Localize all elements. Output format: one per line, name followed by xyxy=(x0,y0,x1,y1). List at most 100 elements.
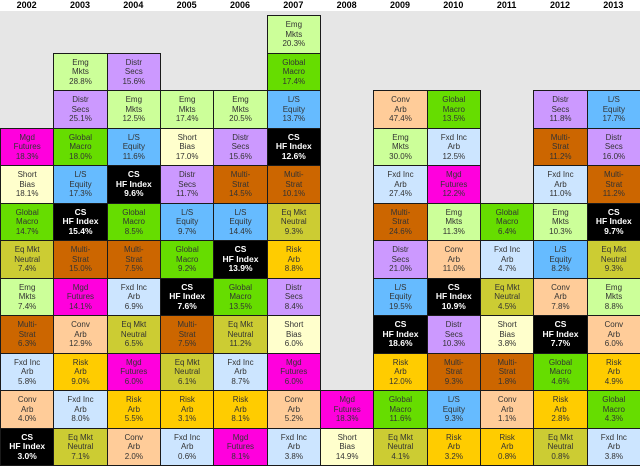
strategy-label: Risk xyxy=(233,395,249,405)
strategy-label: Eq Mkt xyxy=(601,245,626,255)
strategy-label: Secs xyxy=(232,142,250,152)
strategy-label: Arb xyxy=(74,405,86,415)
return-value: 25.1% xyxy=(69,114,92,124)
strategy-label: Global xyxy=(549,358,572,368)
strategy-label: Strat xyxy=(392,217,409,227)
strategy-label: Risk xyxy=(553,395,569,405)
return-value: 15.6% xyxy=(229,152,252,162)
return-value: 20.3% xyxy=(282,39,305,49)
strategy-label: Distr xyxy=(126,58,142,68)
strategy-label: Mgd xyxy=(19,133,35,143)
strategy-label: Eq Mkt xyxy=(495,283,520,293)
return-value: 9.3% xyxy=(285,227,303,237)
strategy-label: Emg xyxy=(606,283,622,293)
strategy-label: Arb xyxy=(608,442,620,452)
strategy-label: Conv xyxy=(498,395,517,405)
strategy-label: Conv xyxy=(284,395,303,405)
return-value: 7.5% xyxy=(178,339,196,349)
return-value: 6.9% xyxy=(125,302,143,312)
strategy-label: Futures xyxy=(334,405,361,415)
return-value: 10.3% xyxy=(442,339,465,349)
strategy-label: Secs xyxy=(285,292,303,302)
strategy-label: Eq Mkt xyxy=(68,433,93,443)
return-value: 14.4% xyxy=(229,227,252,237)
strategy-label: Conv xyxy=(604,320,623,330)
strategy-label: Secs xyxy=(72,105,90,115)
return-value: 3.8% xyxy=(285,452,303,462)
return-value: 4.6% xyxy=(551,377,569,387)
return-value: 6.0% xyxy=(285,339,303,349)
strategy-label: Distr xyxy=(179,170,195,180)
strategy-label: Strat xyxy=(179,330,196,340)
return-value: 10.1% xyxy=(282,189,305,199)
strategy-label: Risk xyxy=(446,433,462,443)
strategy-label: Fxd Inc xyxy=(441,133,467,143)
strategy-label: Secs xyxy=(392,255,410,265)
strategy-label: Arb xyxy=(234,405,246,415)
return-value: 7.7% xyxy=(551,339,570,349)
strategy-label: Mkts xyxy=(445,217,462,227)
return-value: 6.0% xyxy=(285,377,303,387)
return-value: 24.6% xyxy=(389,227,412,237)
strategy-label: Macro xyxy=(443,105,465,115)
return-value: 47.4% xyxy=(389,114,412,124)
return-value: 12.5% xyxy=(122,114,145,124)
return-value: 12.9% xyxy=(69,339,92,349)
return-value: 17.4% xyxy=(176,114,199,124)
strategy-label: Arb xyxy=(501,442,513,452)
strategy-label: Futures xyxy=(440,180,467,190)
strategy-label: Risk xyxy=(286,245,302,255)
return-value: 17.4% xyxy=(282,77,305,87)
return-value: 17.3% xyxy=(69,189,92,199)
strategy-label: Short xyxy=(284,320,303,330)
strategy-label: Strat xyxy=(232,180,249,190)
strategy-label: Distr xyxy=(232,133,248,143)
strategy-label: Distr xyxy=(446,320,462,330)
strategy-label: Mgd xyxy=(446,170,462,180)
return-value: 12.6% xyxy=(282,152,306,162)
strategy-label: Distr xyxy=(606,133,622,143)
return-value: 8.4% xyxy=(285,302,303,312)
return-value: 11.0% xyxy=(549,189,571,199)
strategy-label: Neutral xyxy=(281,217,307,227)
strategy-label: L/S xyxy=(128,133,140,143)
return-value: 3.8% xyxy=(605,452,623,462)
strategy-label: Multi- xyxy=(17,320,37,330)
strategy-label: Global xyxy=(282,58,305,68)
return-value: 0.6% xyxy=(178,452,196,462)
strategy-label: Fxd Inc xyxy=(281,433,307,443)
strategy-label: Multi- xyxy=(124,245,144,255)
strategy-label: Equity xyxy=(443,405,465,415)
strategy-label: Neutral xyxy=(601,255,627,265)
strategy-label: Global xyxy=(16,208,39,218)
strategy-label: Neutral xyxy=(388,442,414,452)
strategy-label: Futures xyxy=(67,292,94,302)
return-value: 18.3% xyxy=(336,414,359,424)
strategy-label: Macro xyxy=(496,217,518,227)
return-value: 9.3% xyxy=(445,414,463,424)
return-value: 5.5% xyxy=(125,414,143,424)
strategy-label: Emg xyxy=(446,208,462,218)
